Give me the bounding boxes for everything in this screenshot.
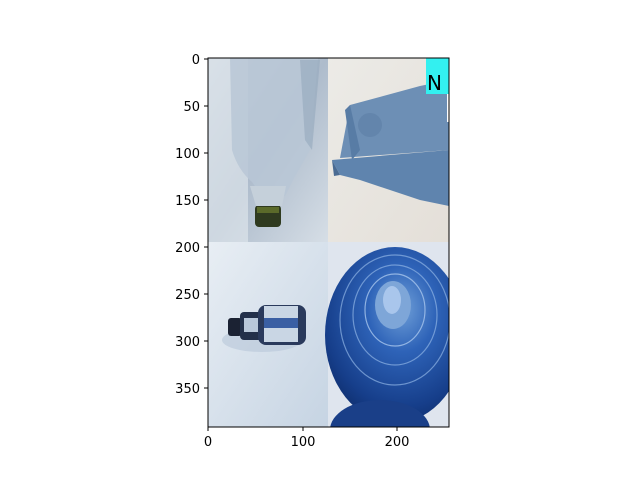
x-tick-label: 0 xyxy=(204,435,212,450)
y-tick-label: 0 xyxy=(192,53,200,68)
x-tick-label: 200 xyxy=(385,435,410,450)
y-tick-label: 200 xyxy=(175,241,200,256)
y-axis: 0 50 100 150 200 250 300 350 xyxy=(175,53,208,397)
y-tick-label: 50 xyxy=(183,100,200,115)
x-axis: 0 100 200 xyxy=(204,427,410,450)
y-tick-label: 100 xyxy=(175,147,200,162)
overlay-label: N xyxy=(427,71,442,95)
y-tick-label: 300 xyxy=(175,335,200,350)
tile-blue-bowl xyxy=(325,242,449,427)
axes-frame xyxy=(207,57,450,428)
y-tick-label: 250 xyxy=(175,288,200,303)
tile-beer-bottle xyxy=(208,242,328,427)
y-tick-label: 150 xyxy=(175,194,200,209)
tile-blue-foam: N xyxy=(328,58,449,242)
tile-plastic-jug xyxy=(208,58,328,242)
y-tick-label: 350 xyxy=(175,382,200,397)
x-tick-label: 100 xyxy=(291,435,316,450)
image-area: N xyxy=(208,58,449,427)
